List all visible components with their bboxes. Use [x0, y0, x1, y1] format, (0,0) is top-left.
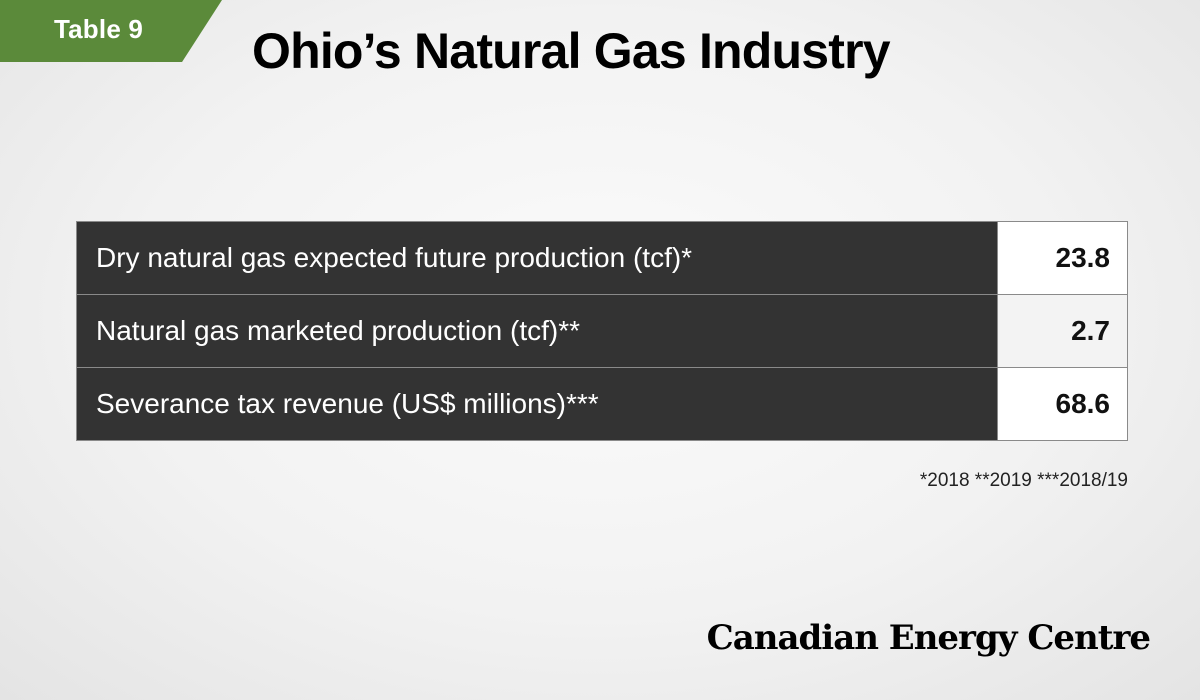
row-value: 2.7 — [997, 294, 1128, 368]
row-value: 68.6 — [997, 367, 1128, 441]
row-label: Natural gas marketed production (tcf)** — [76, 294, 998, 368]
table-number-label: Table 9 — [54, 14, 144, 44]
footnote: *2018 **2019 ***2018/19 — [919, 470, 1128, 491]
table-row: Natural gas marketed production (tcf)** … — [76, 294, 1128, 368]
data-table: Dry natural gas expected future producti… — [76, 221, 1128, 441]
table-number-badge — [0, 0, 222, 62]
row-value: 23.8 — [997, 221, 1128, 295]
table-row: Severance tax revenue (US$ millions)*** … — [76, 367, 1128, 441]
row-label: Dry natural gas expected future producti… — [76, 221, 998, 295]
table-row: Dry natural gas expected future producti… — [76, 221, 1128, 295]
row-label: Severance tax revenue (US$ millions)*** — [76, 367, 998, 441]
page-title: Ohio’s Natural Gas Industry — [252, 23, 891, 79]
brand-logo: Canadian Energy Centre — [706, 618, 1151, 658]
